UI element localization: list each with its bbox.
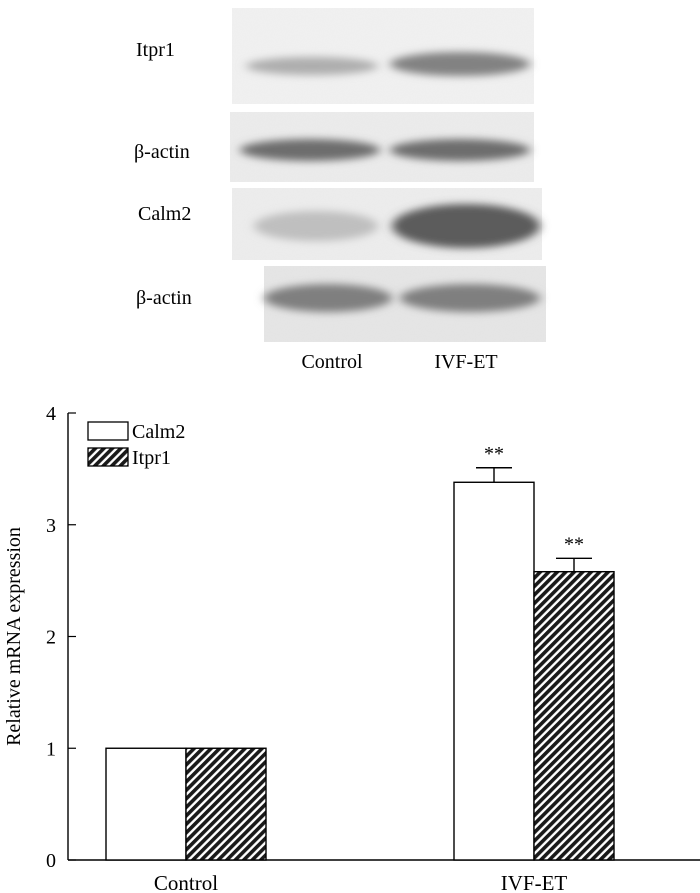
- y-axis-label: Relative mRNA expression: [3, 527, 25, 746]
- bar: [185, 747, 267, 861]
- y-tick-label: 3: [46, 515, 56, 537]
- x-tick-label: Control: [154, 871, 218, 893]
- bar: [453, 481, 535, 861]
- blot-band: [264, 284, 392, 312]
- legend-swatch: [87, 421, 129, 441]
- x-tick-label: IVF-ET: [501, 871, 568, 893]
- blot-row-label: β-actin: [134, 141, 190, 163]
- blot-row-calm2: Calm2: [138, 188, 542, 260]
- bar: [533, 570, 615, 861]
- western-blot-panel: Itpr1 β-actin Calm2 β-actin Control IVF-…: [134, 8, 546, 373]
- blot-band: [400, 284, 540, 312]
- y-tick-label: 2: [46, 627, 56, 649]
- blot-row-label: β-actin: [136, 287, 192, 309]
- blot-row-label: Calm2: [138, 203, 191, 225]
- significance-marker: **: [564, 533, 584, 555]
- blot-lane-label-ivf-et: IVF-ET: [434, 351, 497, 373]
- legend-swatch: [87, 447, 129, 467]
- blot-band: [392, 204, 540, 248]
- blot-band: [254, 211, 378, 241]
- blot-row-beta-actin-1: β-actin: [134, 112, 534, 182]
- blot-band: [240, 139, 380, 161]
- blot-lane-label-control: Control: [301, 351, 363, 373]
- blot-band: [390, 139, 530, 161]
- y-tick-label: 0: [46, 850, 56, 872]
- legend-label: Itpr1: [132, 447, 171, 469]
- blot-row-beta-actin-2: β-actin: [136, 266, 546, 342]
- blot-band: [390, 52, 530, 76]
- significance-marker: **: [484, 443, 504, 465]
- bar-chart: 0 1 2 3 4 Control IVF-ET ** ** Calm2 Itpr1 Relat…: [3, 403, 700, 893]
- blot-band: [246, 57, 378, 75]
- blot-row-label: Itpr1: [136, 39, 175, 61]
- y-tick-label: 1: [46, 738, 56, 760]
- legend-label: Calm2: [132, 421, 185, 443]
- bar: [105, 747, 187, 861]
- y-tick-label: 4: [46, 403, 56, 425]
- blot-row-itpr1: Itpr1: [136, 8, 534, 104]
